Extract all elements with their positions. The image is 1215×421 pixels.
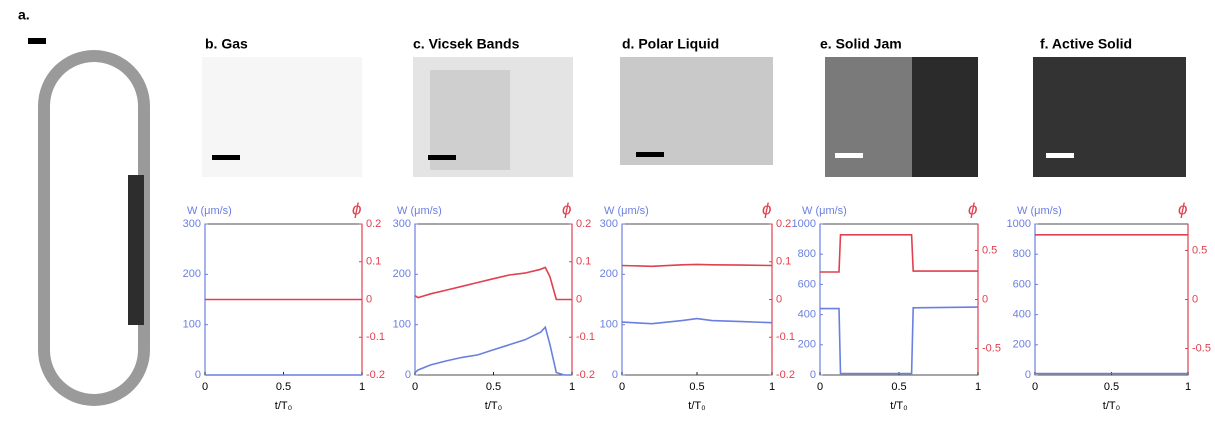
y-tick-label: 100 — [393, 319, 411, 331]
x-axis-label: t/T₀ — [688, 400, 705, 412]
y-tick-label: 800 — [1013, 248, 1031, 260]
y2-tick-label: 0 — [776, 293, 782, 305]
series-line — [621, 317, 773, 325]
y2-axis-label: ϕ — [352, 199, 361, 218]
panel-title: e. Solid Jam — [820, 36, 902, 52]
plot-frame — [414, 223, 573, 376]
y2-tick-label: 0 — [1192, 293, 1198, 305]
y-tick-label: 1000 — [792, 218, 816, 230]
y2-tick-label: 0.2 — [776, 218, 791, 230]
x-axis-label: t/T₀ — [1103, 400, 1120, 412]
y-axis-label: W (μm/s) — [802, 205, 847, 217]
x-tick-label: 0.5 — [276, 381, 291, 393]
micrograph-b — [202, 57, 362, 177]
y2-tick-label: 0.5 — [982, 244, 997, 256]
y-tick-label: 200 — [183, 268, 201, 280]
y2-tick-label: -0.2 — [776, 369, 795, 381]
y-tick-label: 800 — [798, 248, 816, 260]
y-tick-label: 600 — [1013, 278, 1031, 290]
x-tick-label: 0.5 — [689, 381, 704, 393]
y-tick-label: 1000 — [1007, 218, 1031, 230]
y-tick-label: 300 — [393, 218, 411, 230]
y-axis-label: W (μm/s) — [187, 205, 232, 217]
y-tick-label: 600 — [798, 278, 816, 290]
y2-tick-label: 0.2 — [576, 218, 591, 230]
y2-tick-label: -0.2 — [576, 369, 595, 381]
x-tick-label: 1 — [975, 381, 981, 393]
panel-title: f. Active Solid — [1040, 36, 1132, 52]
panel-title: c. Vicsek Bands — [413, 36, 520, 52]
series-line — [820, 306, 979, 375]
y2-tick-label: 0.1 — [366, 256, 381, 268]
x-tick-label: 1 — [359, 381, 365, 393]
y2-tick-label: 0.2 — [366, 218, 381, 230]
y-tick-label: 300 — [600, 218, 618, 230]
y-tick-label: 0 — [810, 369, 816, 381]
y-tick-label: 0 — [1025, 369, 1031, 381]
x-tick-label: 0 — [412, 381, 418, 393]
y2-axis-label: ϕ — [968, 199, 977, 218]
y-tick-label: 200 — [1013, 339, 1031, 351]
x-axis-label: t/T₀ — [275, 400, 292, 412]
x-tick-label: 1 — [1185, 381, 1191, 393]
x-axis-label: t/T₀ — [890, 400, 907, 412]
micrograph-c — [413, 57, 573, 177]
y2-tick-label: -0.1 — [366, 331, 385, 343]
series-line — [414, 266, 572, 301]
x-tick-label: 0 — [1032, 381, 1038, 393]
y2-axis-label: ϕ — [1178, 199, 1187, 218]
series-line — [621, 263, 773, 268]
y-tick-label: 400 — [1013, 309, 1031, 321]
y2-tick-label: 0.1 — [576, 256, 591, 268]
panel-label: a. — [18, 7, 30, 23]
y-axis-label: W (μm/s) — [397, 205, 442, 217]
y2-tick-label: 0.1 — [776, 256, 791, 268]
micrograph-d — [620, 57, 773, 165]
plot-frame — [819, 223, 979, 376]
x-tick-label: 0.5 — [891, 381, 906, 393]
x-tick-label: 0 — [619, 381, 625, 393]
y-axis-label: W (μm/s) — [1017, 205, 1062, 217]
x-tick-label: 0 — [202, 381, 208, 393]
y-tick-label: 0 — [405, 369, 411, 381]
y2-axis-label: ϕ — [762, 199, 771, 218]
x-tick-label: 0.5 — [1104, 381, 1119, 393]
y-tick-label: 200 — [798, 339, 816, 351]
plot-frame — [1034, 223, 1189, 376]
y-tick-label: 300 — [183, 218, 201, 230]
racetrack-image — [28, 38, 150, 406]
micrograph-f — [1033, 57, 1186, 177]
x-tick-label: 1 — [769, 381, 775, 393]
y-tick-label: 200 — [600, 268, 618, 280]
x-tick-label: 1 — [569, 381, 575, 393]
y-tick-label: 0 — [195, 369, 201, 381]
y-tick-label: 0 — [612, 369, 618, 381]
y2-tick-label: -0.5 — [982, 342, 1001, 354]
series-line — [820, 234, 978, 273]
y2-axis-label: ϕ — [562, 199, 571, 218]
panel-title: b. Gas — [205, 36, 248, 52]
x-tick-label: 0 — [817, 381, 823, 393]
panel-title: d. Polar Liquid — [622, 36, 719, 52]
y2-tick-label: 0 — [982, 293, 988, 305]
micrograph-e — [825, 57, 978, 177]
y-tick-label: 100 — [183, 319, 201, 331]
y2-tick-label: 0.5 — [1192, 244, 1207, 256]
y2-tick-label: 0 — [576, 293, 582, 305]
series-line — [414, 325, 572, 376]
y-tick-label: 100 — [600, 319, 618, 331]
x-axis-label: t/T₀ — [485, 400, 502, 412]
plot-frame — [621, 223, 773, 376]
y2-tick-label: -0.1 — [576, 331, 595, 343]
y-tick-label: 200 — [393, 268, 411, 280]
y2-tick-label: -0.1 — [776, 331, 795, 343]
y2-tick-label: -0.2 — [366, 369, 385, 381]
x-tick-label: 0.5 — [486, 381, 501, 393]
y2-tick-label: 0 — [366, 293, 372, 305]
y-axis-label: W (μm/s) — [604, 205, 649, 217]
y-tick-label: 400 — [798, 309, 816, 321]
y2-tick-label: -0.5 — [1192, 342, 1211, 354]
